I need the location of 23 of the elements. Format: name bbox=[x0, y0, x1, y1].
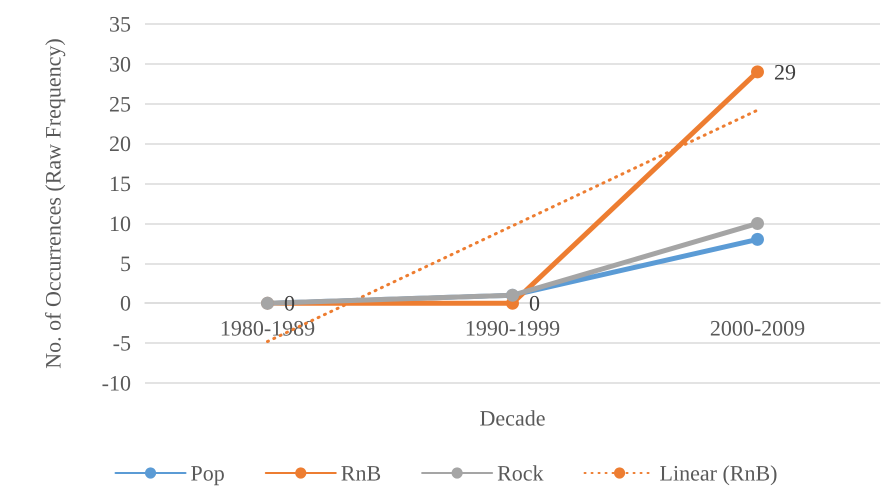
y-tick-label: 25 bbox=[109, 91, 131, 116]
y-tick-label: 0 bbox=[120, 290, 131, 316]
x-axis-title: Decade bbox=[480, 406, 546, 430]
legend-label: Linear (RnB) bbox=[660, 460, 778, 486]
legend-label: RnB bbox=[340, 460, 382, 486]
point bbox=[751, 65, 764, 78]
y-tick-label: 5 bbox=[120, 250, 131, 276]
y-tick-label: 15 bbox=[109, 171, 131, 196]
y-tick-label: -5 bbox=[112, 330, 131, 356]
x-tick-label: 2000-2009 bbox=[710, 316, 806, 341]
x-tick-label: 1990-1999 bbox=[464, 316, 560, 341]
data-label: 0 bbox=[529, 290, 540, 316]
point bbox=[751, 232, 764, 246]
y-tick-label: 10 bbox=[109, 210, 131, 236]
y-axis-title: No. of Occurrences (Raw Frequency) bbox=[40, 38, 66, 369]
data-label: 29 bbox=[774, 59, 796, 84]
legend-label: Pop bbox=[190, 460, 225, 486]
y-tick-label: 35 bbox=[109, 12, 131, 36]
y-tick-label: 20 bbox=[109, 131, 131, 156]
legend-label: Rock bbox=[497, 460, 544, 486]
y-tick-label: -10 bbox=[102, 370, 131, 396]
y-tick-label: 30 bbox=[109, 51, 131, 76]
point bbox=[751, 216, 764, 230]
